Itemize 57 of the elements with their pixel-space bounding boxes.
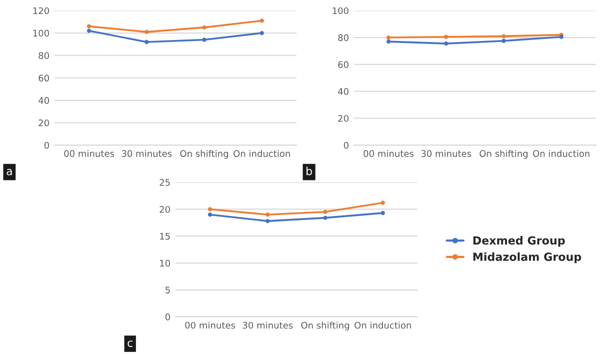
y-tick-label: 20 bbox=[160, 206, 170, 213]
x-tick-label: 00 minutes bbox=[185, 322, 236, 329]
x-tick-label: On shifting bbox=[301, 322, 350, 330]
point bbox=[323, 210, 328, 214]
point bbox=[502, 34, 506, 38]
x-tick-label: 30 minutes bbox=[421, 150, 472, 157]
y-tick-label: 25 bbox=[160, 179, 170, 186]
y-tick-label: 40 bbox=[338, 88, 348, 95]
text: b bbox=[306, 166, 312, 176]
y-tick-label: 15 bbox=[160, 232, 170, 240]
y-tick-label: 100 bbox=[33, 30, 49, 37]
y-tick-label: 40 bbox=[38, 97, 49, 104]
y-tick-label: 0 bbox=[344, 142, 348, 149]
y-tick-label: 80 bbox=[338, 34, 348, 42]
point bbox=[202, 25, 206, 30]
y-tick-label: 20 bbox=[338, 114, 348, 122]
x-tick-label: On induction bbox=[533, 150, 590, 157]
y-tick-label: 80 bbox=[38, 52, 49, 60]
y-tick-label: 60 bbox=[38, 74, 49, 82]
point bbox=[208, 212, 212, 217]
point bbox=[444, 34, 448, 39]
y-tick-label: 0 bbox=[165, 314, 170, 320]
x-tick-label: On induction bbox=[354, 322, 411, 329]
point bbox=[380, 210, 385, 216]
y-tick-label: 0 bbox=[44, 142, 49, 149]
point bbox=[208, 207, 212, 212]
text: a bbox=[6, 168, 12, 176]
point bbox=[502, 38, 506, 43]
point bbox=[86, 28, 92, 33]
x-tick-label: 30 minutes bbox=[242, 322, 293, 329]
point bbox=[260, 30, 264, 36]
y-tick-label: 20 bbox=[38, 119, 49, 126]
point bbox=[260, 18, 264, 23]
point bbox=[386, 39, 391, 44]
x-tick-label: 30 minutes bbox=[122, 150, 172, 157]
point bbox=[444, 41, 448, 46]
y-tick-label: 100 bbox=[332, 7, 348, 14]
point bbox=[144, 30, 149, 34]
point bbox=[323, 216, 328, 220]
legend-label: Midazolam Group bbox=[473, 252, 582, 264]
point bbox=[386, 35, 391, 40]
text: c bbox=[128, 340, 132, 347]
point bbox=[266, 218, 270, 224]
y-tick-label: 5 bbox=[166, 286, 170, 294]
point bbox=[144, 40, 149, 44]
legend-label: Dexmed Group bbox=[473, 236, 565, 247]
y-tick-label: 120 bbox=[33, 7, 49, 14]
point bbox=[380, 200, 385, 205]
point bbox=[266, 212, 270, 217]
x-tick-label: 00 minutes bbox=[64, 150, 114, 157]
x-tick-label: On induction bbox=[234, 150, 290, 157]
y-tick-label: 60 bbox=[338, 61, 348, 68]
x-tick-label: On shifting bbox=[180, 150, 228, 159]
x-tick-label: 00 minutes bbox=[364, 150, 414, 157]
x-tick-label: On shifting bbox=[480, 150, 528, 159]
y-tick-label: 10 bbox=[160, 260, 170, 267]
point bbox=[86, 24, 92, 28]
